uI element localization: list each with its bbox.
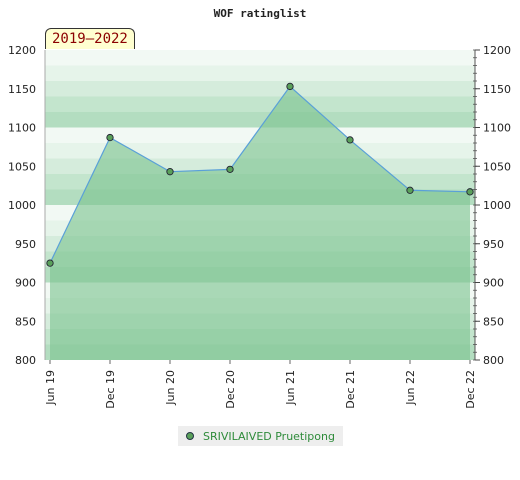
background-band	[45, 65, 475, 81]
x-tick-label: Dec 19	[104, 370, 117, 409]
data-point	[346, 136, 354, 144]
data-points	[46, 82, 474, 267]
y-tick-label-right: 1000	[483, 199, 511, 212]
y-tick-label-right: 1150	[483, 83, 511, 96]
x-tick-label: Jun 19	[44, 370, 57, 406]
y-tick-label-right: 850	[483, 315, 504, 328]
axes: 800 800 850 850 900 900 950 950 1000 1000 1050 1050…	[8, 44, 511, 409]
y-tick-label-left: 1000	[8, 199, 36, 212]
y-tick-label-left: 950	[15, 238, 36, 251]
area-layer	[49, 85, 471, 361]
y-tick-label-left: 800	[15, 354, 36, 367]
chart-title: WOF ratinglist	[214, 7, 307, 20]
legend-marker-icon	[186, 432, 194, 440]
y-tick-label-right: 900	[483, 277, 504, 290]
y-tick-label-right: 950	[483, 238, 504, 251]
legend-label: SRIVILAIVED Pruetipong	[203, 429, 335, 443]
x-tick-label: Dec 22	[464, 370, 477, 409]
y-tick-label-left: 1050	[8, 160, 36, 173]
background-band	[45, 81, 475, 97]
background-band	[45, 50, 475, 66]
y-tick-label-left: 1150	[8, 83, 36, 96]
data-point	[286, 82, 294, 91]
data-point	[166, 168, 174, 176]
data-point	[466, 188, 474, 196]
background-band	[45, 96, 475, 112]
period-badge: 2019–2022	[45, 28, 135, 49]
y-tick-label-right: 800	[483, 354, 504, 367]
data-point	[226, 165, 234, 174]
y-tick-label-right: 1050	[483, 160, 511, 173]
data-point	[406, 186, 414, 194]
series-area	[50, 86, 470, 361]
series-line	[49, 85, 471, 264]
x-tick-label: Dec 21	[344, 370, 357, 409]
legend[interactable]: SRIVILAIVED Pruetipong	[178, 426, 343, 446]
x-tick-label: Jun 22	[404, 370, 417, 406]
data-point	[46, 259, 54, 267]
x-tick-label: Jun 20	[164, 370, 177, 406]
data-point	[106, 133, 114, 142]
y-tick-label-left: 1200	[8, 44, 36, 57]
background-band	[45, 112, 475, 128]
y-tick-label-left: 850	[15, 315, 36, 328]
y-tick-label-right: 1100	[483, 122, 511, 135]
x-tick-label: Jun 21	[284, 370, 297, 406]
y-tick-label-left: 1100	[8, 122, 36, 135]
y-tick-label-right: 1200	[483, 44, 511, 57]
y-tick-label-left: 900	[15, 277, 36, 290]
x-tick-label: Dec 20	[224, 370, 237, 409]
